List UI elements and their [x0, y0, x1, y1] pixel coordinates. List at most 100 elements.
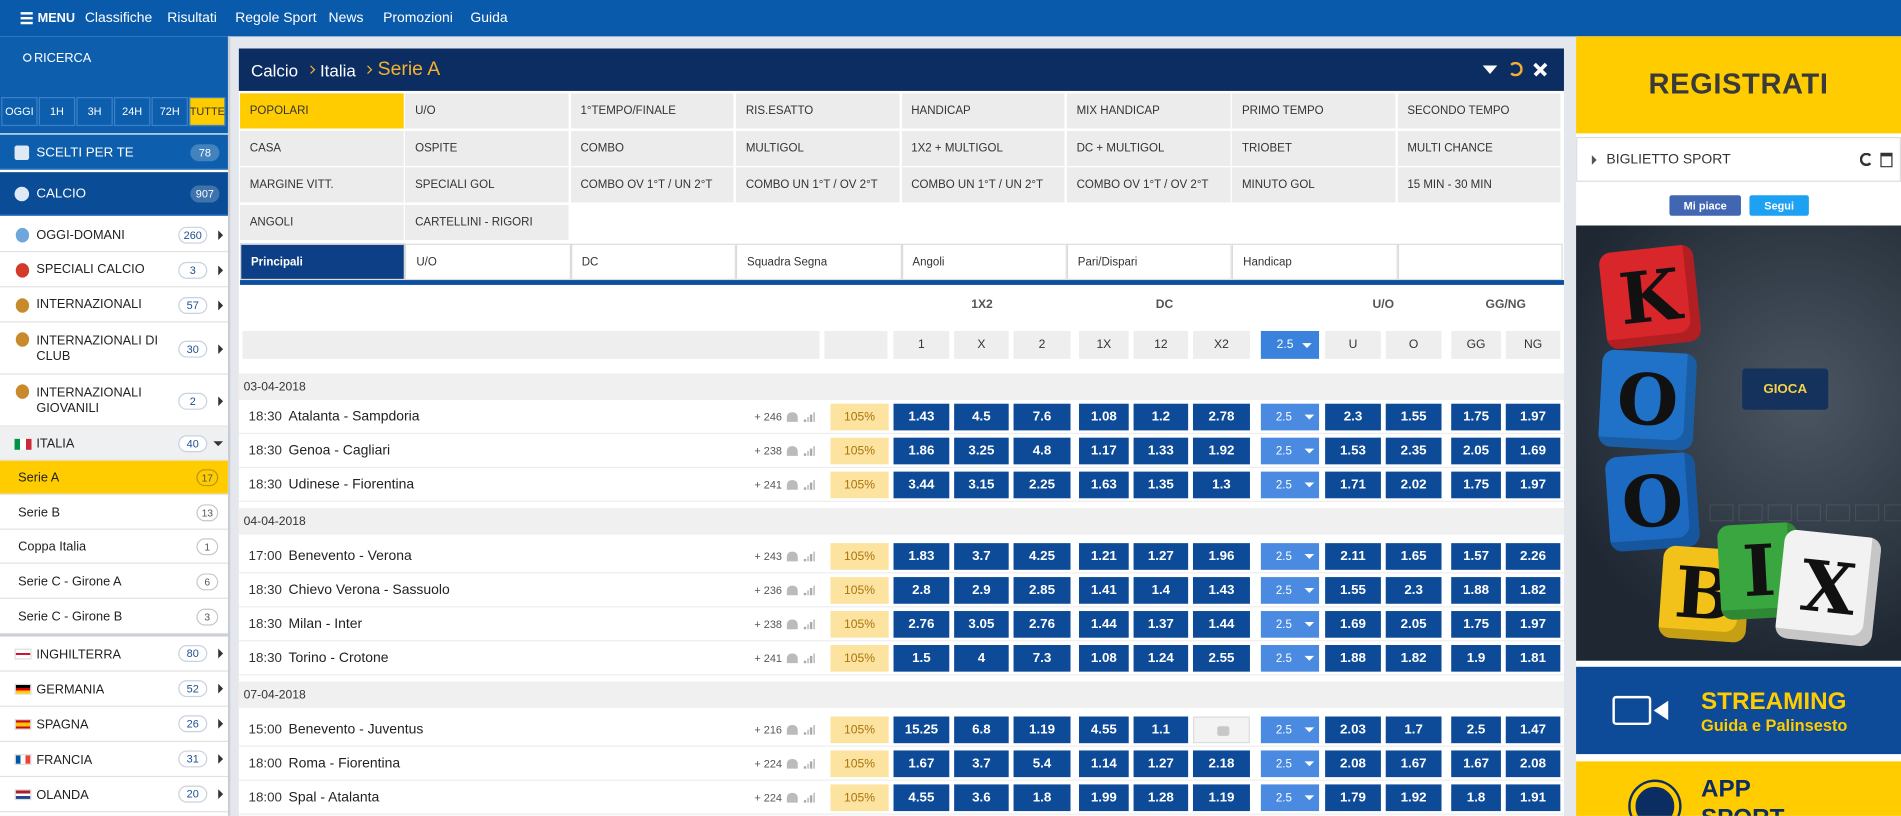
- time-filter[interactable]: 1H: [38, 96, 76, 127]
- sub-tab[interactable]: Pari/Dispari: [1066, 243, 1233, 281]
- odd-button[interactable]: 4.55: [1079, 716, 1129, 744]
- breadcrumb-item[interactable]: Calcio: [250, 60, 299, 80]
- match-row[interactable]: 18:30 Atalanta - Sampdoria + 246 105% 1.43 4.…: [238, 400, 1564, 435]
- nav-link[interactable]: Promozioni: [383, 10, 453, 26]
- odd-button[interactable]: 2.76: [893, 611, 950, 638]
- market-tab[interactable]: POPOLARI: [240, 93, 404, 129]
- odd-button[interactable]: 2.18: [1192, 750, 1250, 778]
- odd-button[interactable]: 1.75: [1451, 403, 1501, 431]
- country-row[interactable]: GERMANIA 52: [0, 672, 228, 707]
- market-tab[interactable]: COMBO: [570, 130, 734, 167]
- match-row[interactable]: 18:30 Torino - Crotone + 241 105% 1.5 4 7.3 1.0…: [238, 641, 1564, 676]
- odd-button[interactable]: 1.86: [893, 437, 950, 465]
- market-tab[interactable]: TRIOBET: [1232, 130, 1396, 167]
- odd-button[interactable]: 2.35: [1385, 437, 1442, 465]
- match-teams[interactable]: Benevento - Juventus: [288, 722, 424, 738]
- odd-button[interactable]: 1.92: [1385, 784, 1442, 812]
- market-tab[interactable]: MULTIGOL: [736, 130, 900, 167]
- market-tab[interactable]: 15 MIN - 30 MIN: [1397, 167, 1561, 203]
- more-markets[interactable]: + 216: [754, 723, 782, 736]
- odd-button[interactable]: 1.96: [1192, 543, 1250, 570]
- match-row[interactable]: 18:00 Roma - Fiorentina + 224 105% 1.67 3.7 5.…: [238, 747, 1564, 781]
- market-tab[interactable]: DC + MULTIGOL: [1066, 130, 1230, 167]
- trash-icon[interactable]: [1880, 152, 1893, 168]
- odd-button[interactable]: 1.1: [1133, 716, 1189, 744]
- more-markets[interactable]: + 241: [754, 652, 782, 665]
- league-row[interactable]: Serie C - Girone B 3: [0, 600, 228, 634]
- odd-button[interactable]: 3.05: [954, 611, 1009, 638]
- odd-button[interactable]: 1.28: [1133, 784, 1189, 812]
- match-row[interactable]: 18:30 Genoa - Cagliari + 238 105% 1.86 3.25 4.…: [238, 434, 1564, 468]
- odd-button[interactable]: 1.81: [1505, 644, 1561, 672]
- odd-button[interactable]: 1.67: [893, 750, 950, 778]
- odd-button[interactable]: 1.47: [1505, 716, 1561, 744]
- search-button[interactable]: RICERCA: [33, 50, 92, 66]
- match-teams[interactable]: Milan - Inter: [288, 617, 363, 632]
- line-selector[interactable]: 2.5: [1260, 644, 1320, 672]
- odd-button[interactable]: 1.24: [1133, 644, 1189, 672]
- line-selector[interactable]: 2.5: [1260, 784, 1320, 812]
- ad-banner[interactable]: GIOCA K O O B I X: [1576, 225, 1901, 661]
- odd-button[interactable]: 1.08: [1079, 644, 1129, 672]
- odd-button[interactable]: 4.25: [1013, 543, 1071, 570]
- odd-button[interactable]: 1.69: [1505, 437, 1561, 465]
- nav-link[interactable]: Classifiche: [84, 10, 153, 26]
- ticket-header[interactable]: BIGLIETTO SPORT: [1576, 136, 1901, 182]
- odd-button[interactable]: 5.4: [1013, 750, 1071, 778]
- more-markets[interactable]: + 224: [754, 757, 782, 770]
- line-selector[interactable]: 2.5: [1260, 716, 1320, 744]
- odd-button[interactable]: 1.55: [1325, 577, 1381, 604]
- odd-button[interactable]: 1.21: [1079, 543, 1129, 570]
- odd-button[interactable]: 1.69: [1325, 611, 1381, 638]
- market-tab[interactable]: COMBO OV 1°T / OV 2°T: [1066, 167, 1230, 203]
- match-row[interactable]: 18:00 Spal - Atalanta + 224 105% 4.55 3.6 1.8 1…: [238, 781, 1564, 815]
- odd-button[interactable]: 1.14: [1079, 750, 1129, 778]
- odd-button[interactable]: 3.44: [893, 471, 950, 499]
- odd-button[interactable]: 3.25: [954, 437, 1009, 465]
- like-button[interactable]: Mi piace: [1669, 195, 1741, 216]
- nav-link[interactable]: News: [328, 10, 364, 26]
- odd-button[interactable]: 1.43: [893, 403, 950, 431]
- nav-link[interactable]: Guida: [470, 10, 508, 26]
- odd-button[interactable]: 6.8: [954, 716, 1009, 744]
- odd-button[interactable]: 1.82: [1505, 577, 1561, 604]
- sub-tab[interactable]: Principali: [240, 243, 406, 281]
- nav-link[interactable]: Regole Sport: [235, 10, 317, 26]
- market-tab[interactable]: CASA: [240, 130, 404, 167]
- odd-button[interactable]: 1.7: [1385, 716, 1442, 744]
- breadcrumb-item[interactable]: Serie A: [377, 58, 441, 80]
- odd-button[interactable]: 1.55: [1385, 403, 1442, 431]
- match-row[interactable]: 15:00 Benevento - Juventus + 216 105% 15.25 6…: [238, 713, 1564, 747]
- line-selector[interactable]: 2.5: [1260, 330, 1320, 359]
- odd-button[interactable]: 1.5: [893, 644, 950, 672]
- odd-button[interactable]: 2.02: [1385, 471, 1442, 499]
- odd-button[interactable]: 4.55: [893, 784, 950, 812]
- match-teams[interactable]: Atalanta - Sampdoria: [288, 409, 420, 425]
- odd-button[interactable]: 2.9: [954, 577, 1009, 604]
- odd-button[interactable]: 2.78: [1192, 403, 1250, 431]
- odd-button[interactable]: 2.85: [1013, 577, 1071, 604]
- odd-button[interactable]: 4.8: [1013, 437, 1071, 465]
- market-tab[interactable]: HANDICAP: [901, 93, 1065, 129]
- odd-button[interactable]: 1.19: [1013, 716, 1071, 744]
- market-tab[interactable]: MARGINE VITT.: [240, 167, 404, 203]
- market-tab[interactable]: SECONDO TEMPO: [1397, 93, 1561, 129]
- odd-button[interactable]: 1.97: [1505, 403, 1561, 431]
- odd-button[interactable]: 1.75: [1451, 471, 1501, 499]
- match-teams[interactable]: Benevento - Verona: [288, 549, 412, 564]
- match-teams[interactable]: Genoa - Cagliari: [288, 443, 391, 459]
- refresh-icon[interactable]: [1508, 61, 1523, 77]
- odd-button[interactable]: 3.7: [954, 750, 1009, 778]
- market-tab[interactable]: CARTELLINI - RIGORI: [405, 204, 569, 241]
- market-tab[interactable]: PRIMO TEMPO: [1232, 93, 1396, 129]
- time-filter[interactable]: 24H: [113, 96, 151, 127]
- match-teams[interactable]: Roma - Fiorentina: [288, 756, 401, 772]
- market-tab[interactable]: COMBO UN 1°T / OV 2°T: [736, 167, 900, 203]
- market-tab[interactable]: OSPITE: [405, 130, 569, 167]
- league-group-row[interactable]: SPECIALI CALCIO 3: [0, 252, 228, 288]
- odd-button[interactable]: 1.8: [1013, 784, 1071, 812]
- odd-button[interactable]: 3.15: [954, 471, 1009, 499]
- market-tab[interactable]: MIX HANDICAP: [1066, 93, 1230, 129]
- odd-button[interactable]: 1.53: [1325, 437, 1381, 465]
- odd-button[interactable]: 1.2: [1133, 403, 1189, 431]
